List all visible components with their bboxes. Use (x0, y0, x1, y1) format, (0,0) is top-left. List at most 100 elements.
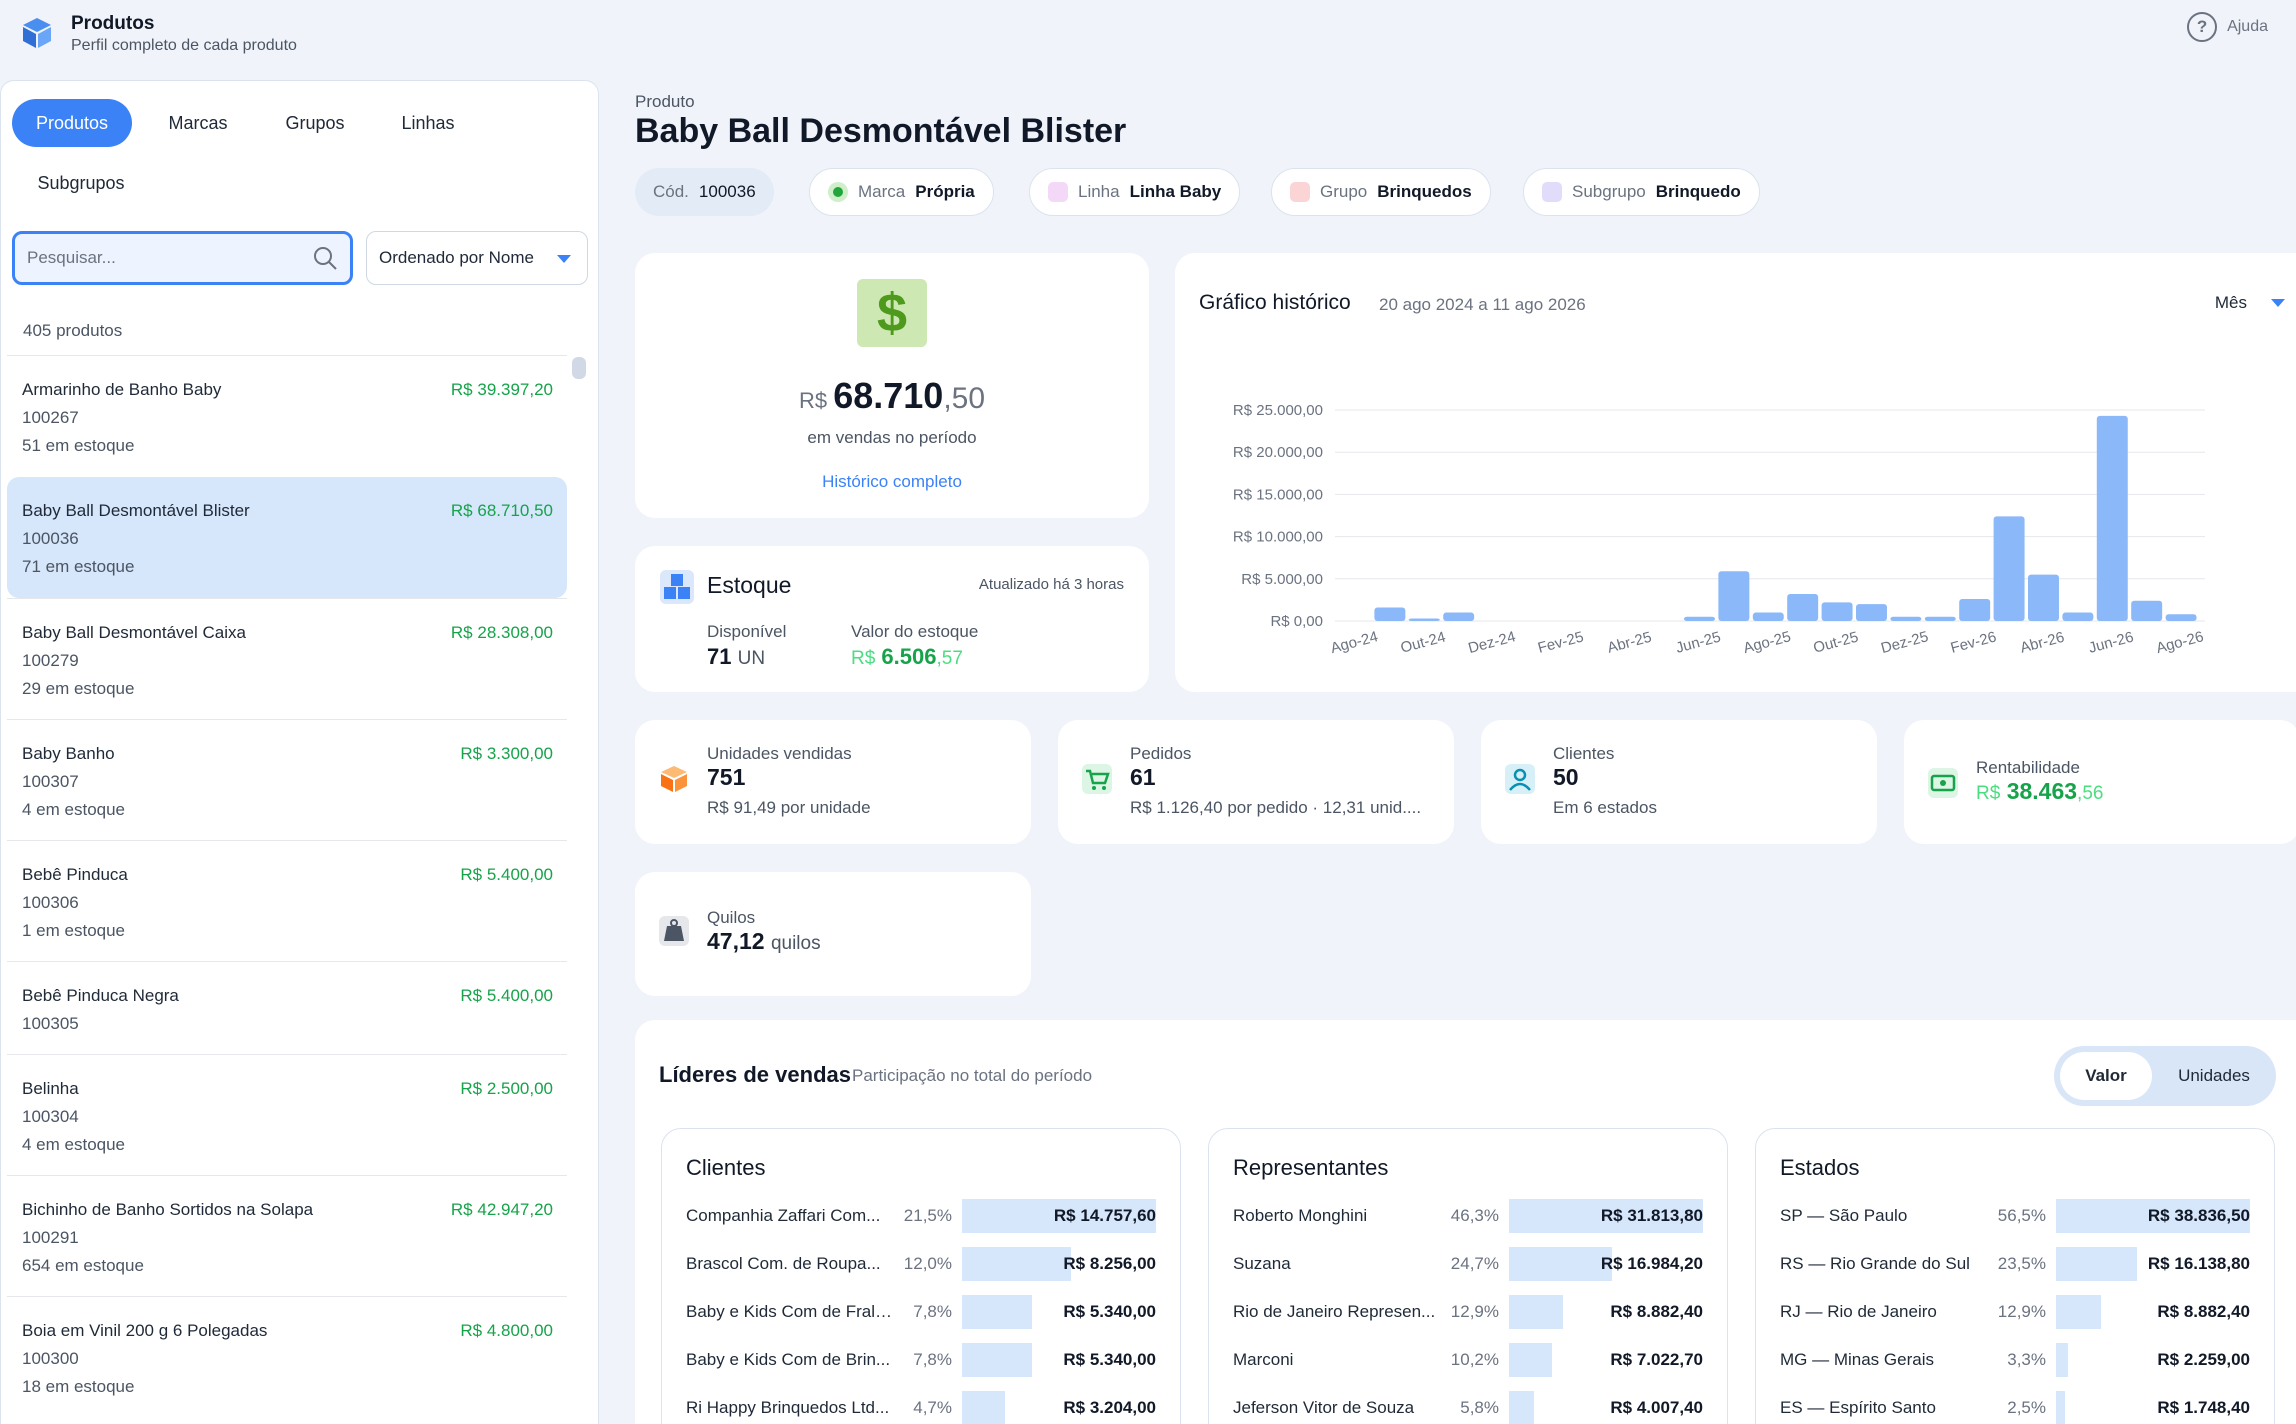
product-code: 100305 (22, 1014, 79, 1033)
product-name: Baby Ball Desmontável Blister (22, 501, 250, 520)
leader-row[interactable]: Baby e Kids Com de Brin... 7,8% R$ 5.340,0… (686, 1343, 1156, 1377)
list-item[interactable]: Boia em Vinil 200 g 6 Polegadas 100300 1… (7, 1296, 567, 1417)
list-item[interactable]: Baby Ball Desmontável Caixa 100279 29 em… (7, 598, 567, 719)
y-tick-label: R$ 0,00 (1270, 613, 1323, 630)
bar-Ago-26[interactable] (2165, 614, 2197, 621)
leader-row[interactable]: MG — Minas Gerais 3,3% R$ 2.259,00 (1780, 1343, 2250, 1377)
line-chip[interactable]: Linha Linha Baby (1029, 168, 1241, 216)
kpi-label: Quilos (707, 908, 756, 927)
leader-row[interactable]: ES — Espírito Santo 2,5% R$ 1.748,40 (1780, 1391, 2250, 1424)
bar-Jun-26[interactable] (2096, 415, 2128, 621)
list-item[interactable]: Bichinho de Banho Sortidos na Solapa 100… (7, 1175, 567, 1296)
leader-row[interactable]: RS — Rio Grande do Sul 23,5% R$ 16.138,80 (1780, 1247, 2250, 1281)
bar-Jul-26[interactable] (2131, 600, 2163, 621)
leader-percent: 10,2% (1450, 1350, 1499, 1369)
tab-marcas[interactable]: Marcas (168, 112, 228, 133)
bar-Out-24[interactable] (1408, 618, 1440, 621)
tab-grupos[interactable]: Grupos (285, 112, 345, 133)
bar-Nov-24[interactable] (1443, 612, 1475, 621)
bar-Set-25[interactable] (1787, 593, 1819, 621)
product-name: Bichinho de Banho Sortidos na Solapa (22, 1200, 314, 1219)
kpi-label: Clientes (1553, 744, 1615, 763)
period-label: Mês (2214, 293, 2247, 312)
toggle-unidades[interactable]: Unidades (2178, 1066, 2250, 1085)
kpi-sub: R$ 91,49 por unidade (707, 798, 871, 817)
kpi-sub: R$ 1.126,40 por pedido · 12,31 unid.... (1130, 798, 1422, 817)
bar-Nov-25[interactable] (1856, 604, 1887, 621)
list-item[interactable]: Belinha 100304 4 em estoque R$ 2.500,00 (7, 1054, 567, 1175)
leader-value: R$ 8.882,40 (1610, 1302, 1703, 1321)
share-bar (1509, 1391, 1534, 1424)
toggle-valor[interactable]: Valor (2060, 1052, 2152, 1100)
leaders-title: Líderes de vendas (659, 1062, 851, 1087)
tab-linhas[interactable]: Linhas (401, 112, 455, 133)
product-stock: 1 em estoque (22, 921, 126, 940)
share-bar (1509, 1247, 1612, 1281)
leader-name: RJ — Rio de Janeiro (1780, 1302, 1937, 1321)
tab-produtos[interactable]: Produtos (12, 99, 132, 147)
leader-row[interactable]: Jeferson Vitor de Souza 5,8% R$ 4.007,40 (1233, 1391, 1703, 1424)
leader-row[interactable]: Suzana 24,7% R$ 16.984,20 (1233, 1247, 1703, 1281)
list-scrollbar[interactable] (572, 357, 586, 379)
tab-subgrupos[interactable]: Subgrupos (37, 172, 125, 193)
line-value: Linha Baby (1129, 182, 1222, 201)
bar-Out-25[interactable] (1821, 602, 1853, 621)
leader-value: R$ 8.256,00 (1063, 1254, 1156, 1273)
leader-row[interactable]: Rio de Janeiro Represen... 12,9% R$ 8.882,… (1233, 1295, 1703, 1329)
help-button[interactable]: ? Ajuda (2187, 12, 2268, 42)
bar-Set-24[interactable] (1374, 607, 1406, 621)
dollar-icon: $ (857, 279, 927, 347)
bar-Jul-25[interactable] (1718, 571, 1750, 621)
leader-value: R$ 31.813,80 (1600, 1206, 1703, 1225)
share-bar (962, 1343, 1032, 1377)
period-select[interactable]: Mês (2215, 293, 2285, 313)
help-label: Ajuda (2227, 18, 2268, 35)
sort-select[interactable]: Ordenado por Nome (366, 231, 588, 285)
brand-icon (828, 182, 848, 202)
y-tick-label: R$ 20.000,00 (1233, 444, 1323, 461)
product-name: Armarinho de Banho Baby (22, 380, 222, 399)
y-tick-label: R$ 25.000,00 (1233, 402, 1323, 419)
bar-Mai-26[interactable] (2062, 612, 2094, 621)
leader-row[interactable]: Brascol Com. de Roupa... 12,0% R$ 8.256,00 (686, 1247, 1156, 1281)
leader-name: Brascol Com. de Roupa... (686, 1254, 881, 1273)
list-item[interactable]: Bebê Pinduca 100306 1 em estoque R$ 5.40… (7, 840, 567, 961)
list-item-selected[interactable]: Baby Ball Desmontável Blister 100036 71 … (7, 477, 567, 598)
full-history-link[interactable]: Histórico completo (822, 472, 962, 491)
share-bar (962, 1295, 1032, 1329)
bar-Dez-25[interactable] (1890, 616, 1922, 621)
x-tick-label: Ago-25 (1742, 628, 1793, 657)
leader-percent: 12,0% (903, 1254, 952, 1273)
list-item[interactable]: Baby Banho 100307 4 em estoque R$ 3.300,… (7, 719, 567, 840)
bar-Abr-26[interactable] (2028, 574, 2059, 621)
leader-row[interactable]: Baby e Kids Com de Frald... 7,8% R$ 5.340,… (686, 1295, 1156, 1329)
leader-row[interactable]: SP — São Paulo 56,5% R$ 38.836,50 (1780, 1199, 2250, 1233)
product-code: 100300 (22, 1349, 79, 1368)
group-chip[interactable]: Grupo Brinquedos (1271, 168, 1491, 216)
kpi-value: R$ 38.463,56 (1976, 778, 2104, 804)
bar-Jun-25[interactable] (1684, 616, 1715, 621)
leader-row[interactable]: Companhia Zaffari Com... 21,5% R$ 14.757,6… (686, 1199, 1156, 1233)
leader-row[interactable]: Roberto Monghini 46,3% R$ 31.813,80 (1233, 1199, 1703, 1233)
money-icon (1928, 768, 1958, 798)
leader-row[interactable]: Ri Happy Brinquedos Ltd... 4,7% R$ 3.204,0… (686, 1391, 1156, 1424)
share-bar (962, 1247, 1071, 1281)
brand-chip[interactable]: Marca Própria (809, 168, 994, 216)
chevron-down-icon (557, 255, 571, 263)
search-input[interactable] (15, 234, 295, 282)
leader-row[interactable]: RJ — Rio de Janeiro 12,9% R$ 8.882,40 (1780, 1295, 2250, 1329)
products-box-icon (23, 18, 51, 48)
bar-Ago-25[interactable] (1752, 612, 1784, 621)
list-item[interactable]: Armarinho de Banho Baby 100267 51 em est… (7, 355, 567, 476)
leaders-group-estados: Estados SP — São Paulo 56,5% R$ 38.836,50 RS… (1755, 1128, 2275, 1424)
bar-Jan-26[interactable] (1924, 616, 1956, 621)
leaders-group-representantes: Representantes Roberto Monghini 46,3% R$ 31… (1208, 1128, 1728, 1424)
leader-row[interactable]: Marconi 10,2% R$ 7.022,70 (1233, 1343, 1703, 1377)
leader-value: R$ 4.007,40 (1610, 1398, 1703, 1417)
bar-Fev-26[interactable] (1959, 599, 1991, 621)
search-icon[interactable] (312, 245, 338, 271)
product-code: 100267 (22, 408, 79, 427)
subgroup-chip[interactable]: Subgrupo Brinquedo (1523, 168, 1760, 216)
list-item[interactable]: Bebê Pinduca Negra 100305 R$ 5.400,00 (7, 961, 567, 1054)
bar-Mar-26[interactable] (1993, 516, 2025, 621)
